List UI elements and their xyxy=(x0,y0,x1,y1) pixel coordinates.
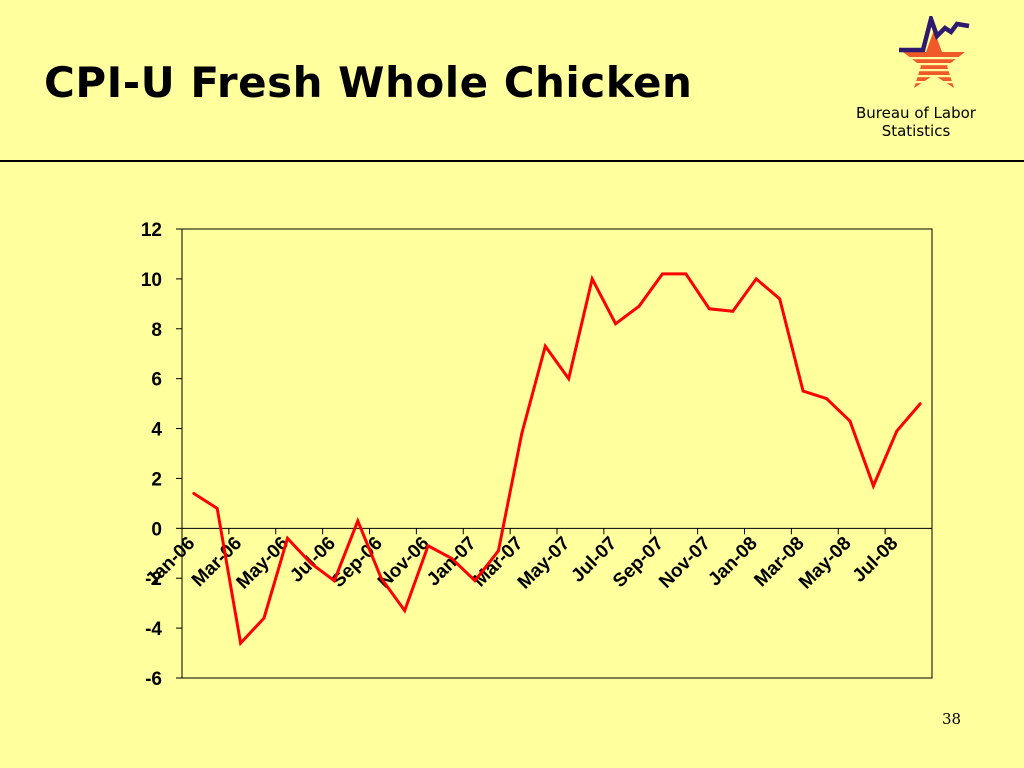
data-point xyxy=(450,556,453,560)
x-tick-label: Nov-07 xyxy=(655,533,715,593)
page-number: 38 xyxy=(942,710,962,728)
y-tick-label: 6 xyxy=(151,370,162,391)
y-tick-label: 12 xyxy=(141,220,162,241)
title-divider xyxy=(0,160,1024,162)
data-point xyxy=(239,641,242,645)
data-point xyxy=(497,549,500,553)
logo-caption-line2: Statistics xyxy=(881,122,951,140)
data-point xyxy=(403,609,407,613)
data-point xyxy=(215,506,219,510)
y-tick-label: -6 xyxy=(145,669,162,690)
logo-caption-line1: Bureau of Labor xyxy=(856,104,976,122)
data-point xyxy=(707,307,711,311)
y-tick-label: 0 xyxy=(151,519,162,540)
bls-logo-icon xyxy=(893,11,975,96)
x-tick-label: Jan-07 xyxy=(423,533,480,590)
y-tick-label: -2 xyxy=(145,569,162,590)
slide-title: CPI-U Fresh Whole Chicken xyxy=(44,58,693,107)
data-point xyxy=(590,277,594,281)
x-tick-label: Jan-06 xyxy=(142,533,199,590)
x-tick-label: May-07 xyxy=(514,533,574,593)
data-point xyxy=(801,389,805,393)
data-point xyxy=(426,544,430,548)
data-point xyxy=(872,484,875,488)
data-point xyxy=(332,579,336,583)
data-point xyxy=(379,576,383,580)
data-point xyxy=(286,536,289,540)
data-point xyxy=(262,616,266,620)
y-tick-label: -4 xyxy=(145,619,162,640)
y-tick-label: 4 xyxy=(151,420,162,441)
x-tick-label: May-08 xyxy=(795,533,855,593)
x-tick-label: Nov-06 xyxy=(374,533,434,593)
data-point xyxy=(473,579,477,583)
data-point xyxy=(356,519,360,523)
data-point xyxy=(778,297,782,301)
data-point xyxy=(848,419,852,423)
data-point xyxy=(825,397,828,401)
data-point xyxy=(520,432,524,435)
x-tick-label: Jan-08 xyxy=(704,533,761,590)
data-point xyxy=(684,272,688,276)
data-point xyxy=(918,402,922,406)
data-point xyxy=(637,304,641,308)
logo-trend-line xyxy=(899,11,970,53)
plot-area xyxy=(181,228,933,679)
y-tick-label: 2 xyxy=(151,469,162,490)
y-tick-label: 10 xyxy=(141,270,162,291)
logo-caption: Bureau of Labor Statistics xyxy=(846,104,986,140)
x-tick-label: May-06 xyxy=(233,533,293,593)
data-point xyxy=(567,377,571,381)
data-point xyxy=(661,272,664,276)
data-point xyxy=(309,561,313,565)
data-point xyxy=(895,429,899,433)
data-point xyxy=(614,322,617,326)
x-tick-label: Jul-08 xyxy=(849,533,903,587)
series-line xyxy=(192,272,922,647)
data-point xyxy=(543,344,547,348)
data-point xyxy=(754,277,758,281)
data-point xyxy=(192,492,196,495)
y-tick-label: 8 xyxy=(151,320,162,341)
data-point xyxy=(731,309,735,313)
